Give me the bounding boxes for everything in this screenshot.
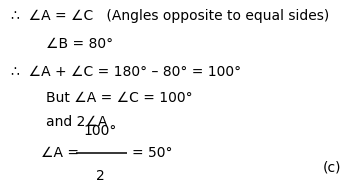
Text: ∠B = 80°: ∠B = 80° — [46, 37, 113, 51]
Text: But ∠A = ∠C = 100°: But ∠A = ∠C = 100° — [46, 91, 192, 105]
Text: and 2∠A: and 2∠A — [46, 115, 107, 129]
Text: 2: 2 — [96, 169, 105, 183]
Text: 100°: 100° — [84, 124, 117, 138]
Text: = 50°: = 50° — [132, 146, 173, 161]
Text: ∴  ∠A = ∠C   (Angles opposite to equal sides): ∴ ∠A = ∠C (Angles opposite to equal side… — [11, 9, 329, 23]
Text: ∠A =: ∠A = — [41, 146, 83, 161]
Text: ∴  ∠A + ∠C = 180° – 80° = 100°: ∴ ∠A + ∠C = 180° – 80° = 100° — [11, 65, 241, 79]
Text: (c): (c) — [323, 160, 341, 174]
